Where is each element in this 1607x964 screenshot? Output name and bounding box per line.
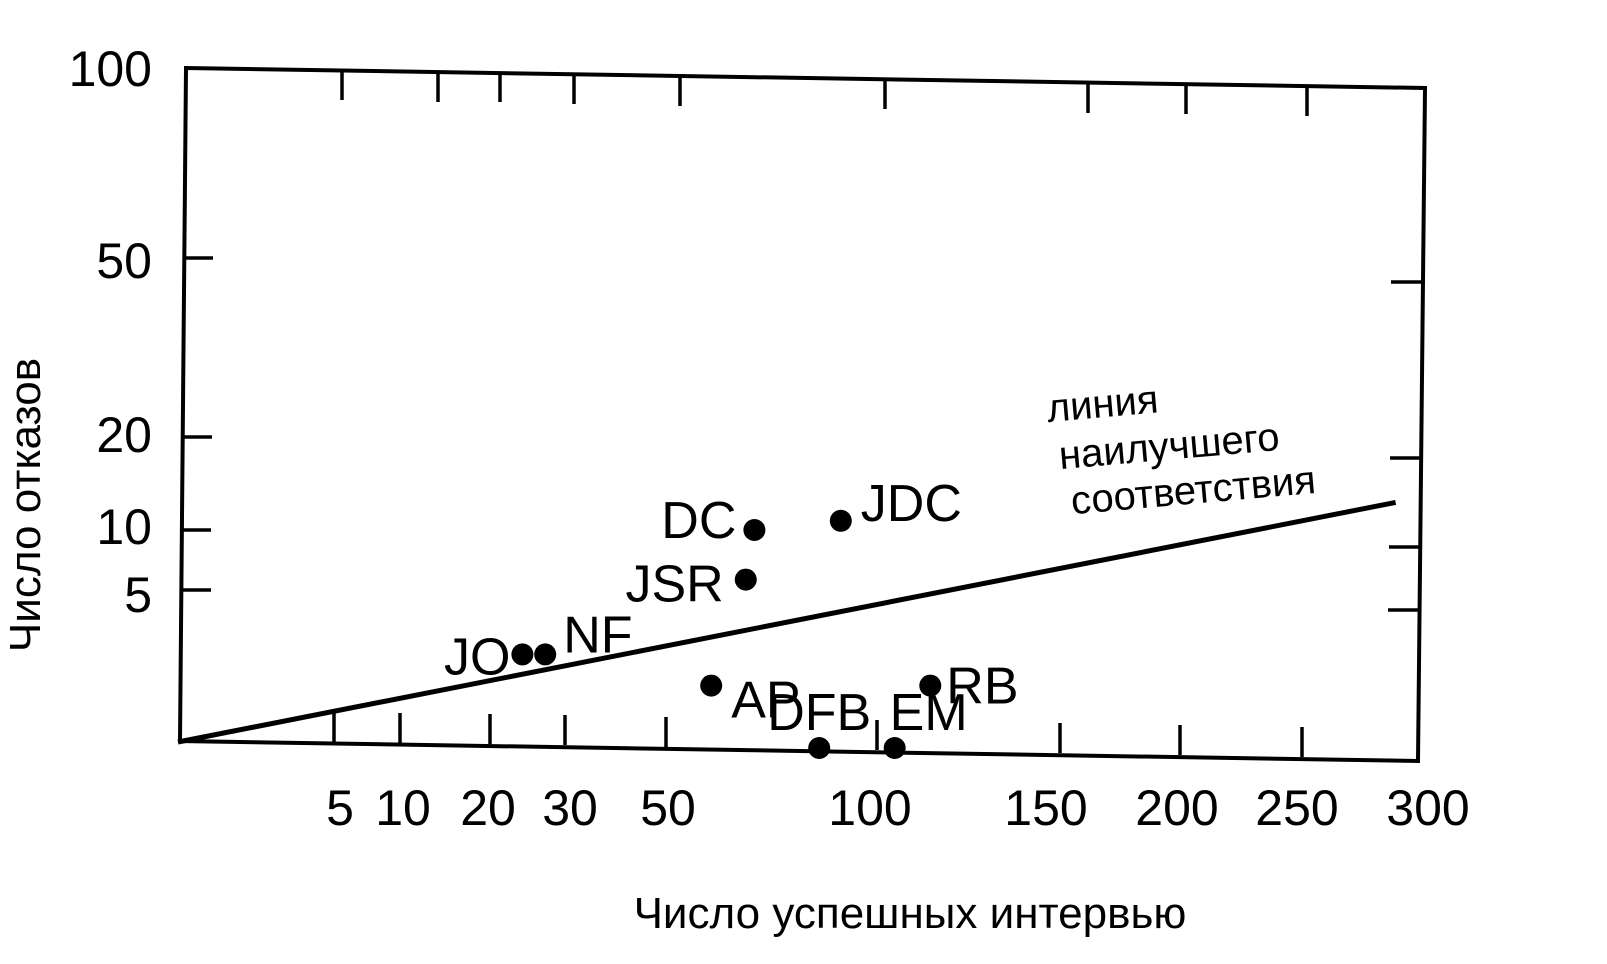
data-point-rb [919, 674, 942, 697]
data-point-label: EM [890, 684, 968, 742]
x-tick-label: 300 [1386, 780, 1469, 836]
x-tick-labels: 5 10 20 30 50 100 150 200 250 300 [326, 780, 1470, 836]
y-axis-title: Число отказов [1, 358, 50, 652]
data-points [511, 509, 942, 759]
data-point-label: AP [731, 672, 800, 730]
y-tick-label: 20 [96, 407, 152, 463]
x-tick-label: 30 [542, 780, 598, 836]
data-point-dc [743, 519, 766, 541]
x-tick-label: 100 [828, 780, 911, 836]
data-point-jdc [829, 509, 852, 532]
data-point-jo [511, 643, 534, 666]
data-point-jsr [734, 568, 757, 591]
x-tick-label: 10 [375, 780, 431, 836]
best-fit-line [177, 499, 1397, 745]
plot-frame-border [177, 65, 1428, 764]
data-point-label: RB [946, 658, 1018, 716]
plot-frame [177, 65, 1428, 764]
x-tick-label: 5 [326, 780, 354, 836]
data-point-nf [534, 643, 557, 666]
x-tick-label: 20 [460, 780, 516, 836]
y-tick-label: 100 [69, 41, 152, 97]
data-point-label: JSR [626, 556, 724, 614]
fit-line-group: линиянаилучшегосоответствия [177, 364, 1397, 745]
x-tick-label: 50 [640, 780, 696, 836]
data-point-label: JO [444, 628, 510, 686]
data-point-ap [700, 674, 723, 697]
y-tick-label: 50 [96, 233, 152, 289]
y-tick-label: 10 [96, 499, 152, 555]
y-tick-label: 5 [124, 567, 152, 623]
data-point-label: DFB [767, 684, 871, 742]
data-point-label: JDC [861, 475, 962, 533]
y-tick-labels: 100 50 20 10 5 [69, 41, 152, 623]
best-fit-annotation: линиянаилучшегосоответствия [1045, 364, 1318, 524]
axis-ticks [181, 70, 1423, 757]
data-point-label: NF [563, 606, 632, 664]
data-point-em [883, 737, 906, 759]
x-tick-label: 250 [1255, 780, 1338, 836]
data-point-dfb [808, 737, 831, 759]
x-axis-title: Число успешных интервью [634, 889, 1187, 938]
x-tick-label: 200 [1135, 780, 1218, 836]
x-tick-label: 150 [1004, 780, 1087, 836]
best-fit-annotation-line: линия [1045, 377, 1160, 431]
data-point-label: DC [661, 492, 736, 550]
